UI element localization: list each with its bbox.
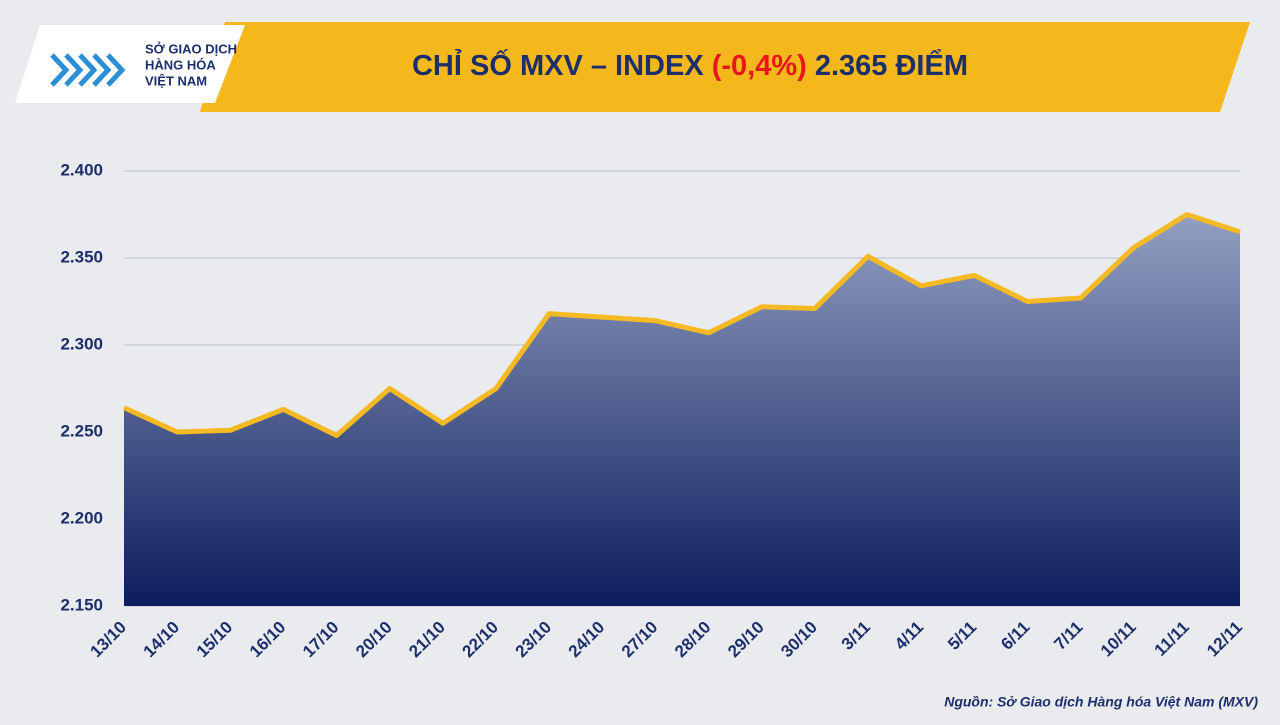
x-tick-label: 24/10 xyxy=(565,618,609,662)
x-tick-label: 7/11 xyxy=(1050,618,1086,654)
x-tick-label: 3/11 xyxy=(838,618,874,654)
source-note: Nguồn: Sở Giao dịch Hàng hóa Việt Nam (M… xyxy=(944,694,1258,710)
x-tick-label: 27/10 xyxy=(618,618,662,662)
x-tick-label: 13/10 xyxy=(86,618,130,662)
title-part: CHỈ SỐ MXV – INDEX xyxy=(412,48,704,82)
x-tick-label: 17/10 xyxy=(299,618,343,662)
y-tick-label: 2.350 xyxy=(60,247,103,266)
logo-text: SỞ GIAO DỊCH xyxy=(145,41,237,56)
y-tick-label: 2.300 xyxy=(60,334,103,353)
x-tick-label: 11/11 xyxy=(1151,618,1193,660)
title-banner xyxy=(200,22,1250,112)
x-tick-label: 15/10 xyxy=(193,618,237,662)
x-tick-label: 23/10 xyxy=(512,618,556,662)
x-tick-label: 22/10 xyxy=(458,618,502,662)
area-fill xyxy=(124,214,1240,606)
line xyxy=(122,212,1241,438)
x-tick-label: 20/10 xyxy=(352,618,396,662)
title-part: (-0,4%) xyxy=(712,50,807,82)
x-tick-label: 21/10 xyxy=(405,618,449,662)
logo-icon xyxy=(50,53,126,87)
logo-text: HÀNG HÓA xyxy=(145,57,216,72)
y-tick-label: 2.250 xyxy=(60,421,103,440)
x-tick-label: 6/11 xyxy=(997,618,1033,654)
y-tick-label: 2.400 xyxy=(60,160,103,179)
y-tick-label: 2.150 xyxy=(60,595,103,614)
chart-title: CHỈ SỐ MXV – INDEX (-0,4%) 2.365 ĐIỂM xyxy=(412,48,968,82)
x-tick-label: 30/10 xyxy=(777,618,821,662)
x-tick-label: 5/11 xyxy=(944,618,980,654)
x-tick-label: 12/11 xyxy=(1203,618,1246,661)
y-tick-label: 2.200 xyxy=(60,508,103,527)
x-tick-label: 4/11 xyxy=(891,618,927,654)
logo-text: VIỆT NAM xyxy=(145,73,207,88)
x-tick-label: 14/10 xyxy=(140,618,184,662)
title-part: 2.365 ĐIỂM xyxy=(815,48,968,82)
x-tick-label: 29/10 xyxy=(724,618,768,662)
x-tick-label: 28/10 xyxy=(671,618,715,662)
logo-box xyxy=(15,25,245,103)
x-tick-label: 16/10 xyxy=(246,618,290,662)
x-tick-label: 10/11 xyxy=(1097,618,1140,661)
